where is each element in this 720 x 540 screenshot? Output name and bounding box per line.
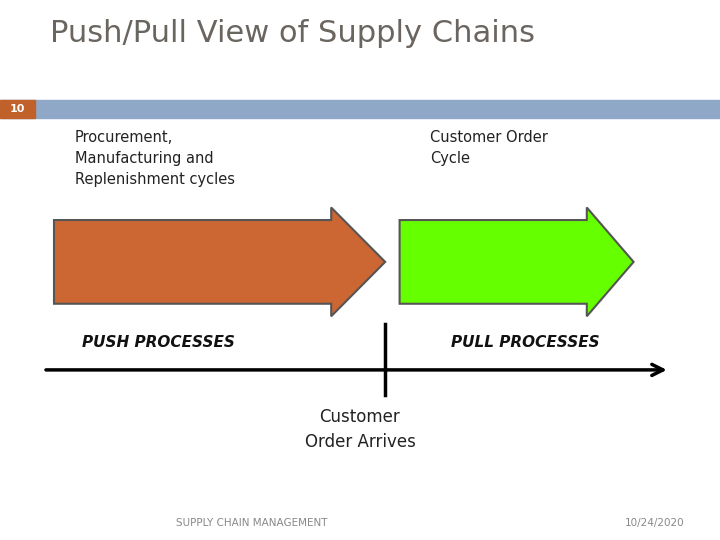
Text: PUSH PROCESSES: PUSH PROCESSES (82, 335, 235, 350)
Text: 10: 10 (9, 104, 25, 114)
Text: Procurement,
Manufacturing and
Replenishment cycles: Procurement, Manufacturing and Replenish… (75, 130, 235, 187)
Text: SUPPLY CHAIN MANAGEMENT: SUPPLY CHAIN MANAGEMENT (176, 518, 328, 528)
Text: Customer
Order Arrives: Customer Order Arrives (305, 408, 415, 451)
FancyArrow shape (400, 207, 634, 316)
FancyArrow shape (54, 207, 385, 316)
Bar (0, 100, 35, 118)
Text: 10/24/2020: 10/24/2020 (624, 518, 684, 528)
Text: PULL PROCESSES: PULL PROCESSES (451, 335, 600, 350)
Text: Customer Order
Cycle: Customer Order Cycle (430, 130, 548, 166)
Bar (0, 100, 720, 118)
Text: Push/Pull View of Supply Chains: Push/Pull View of Supply Chains (50, 19, 536, 48)
